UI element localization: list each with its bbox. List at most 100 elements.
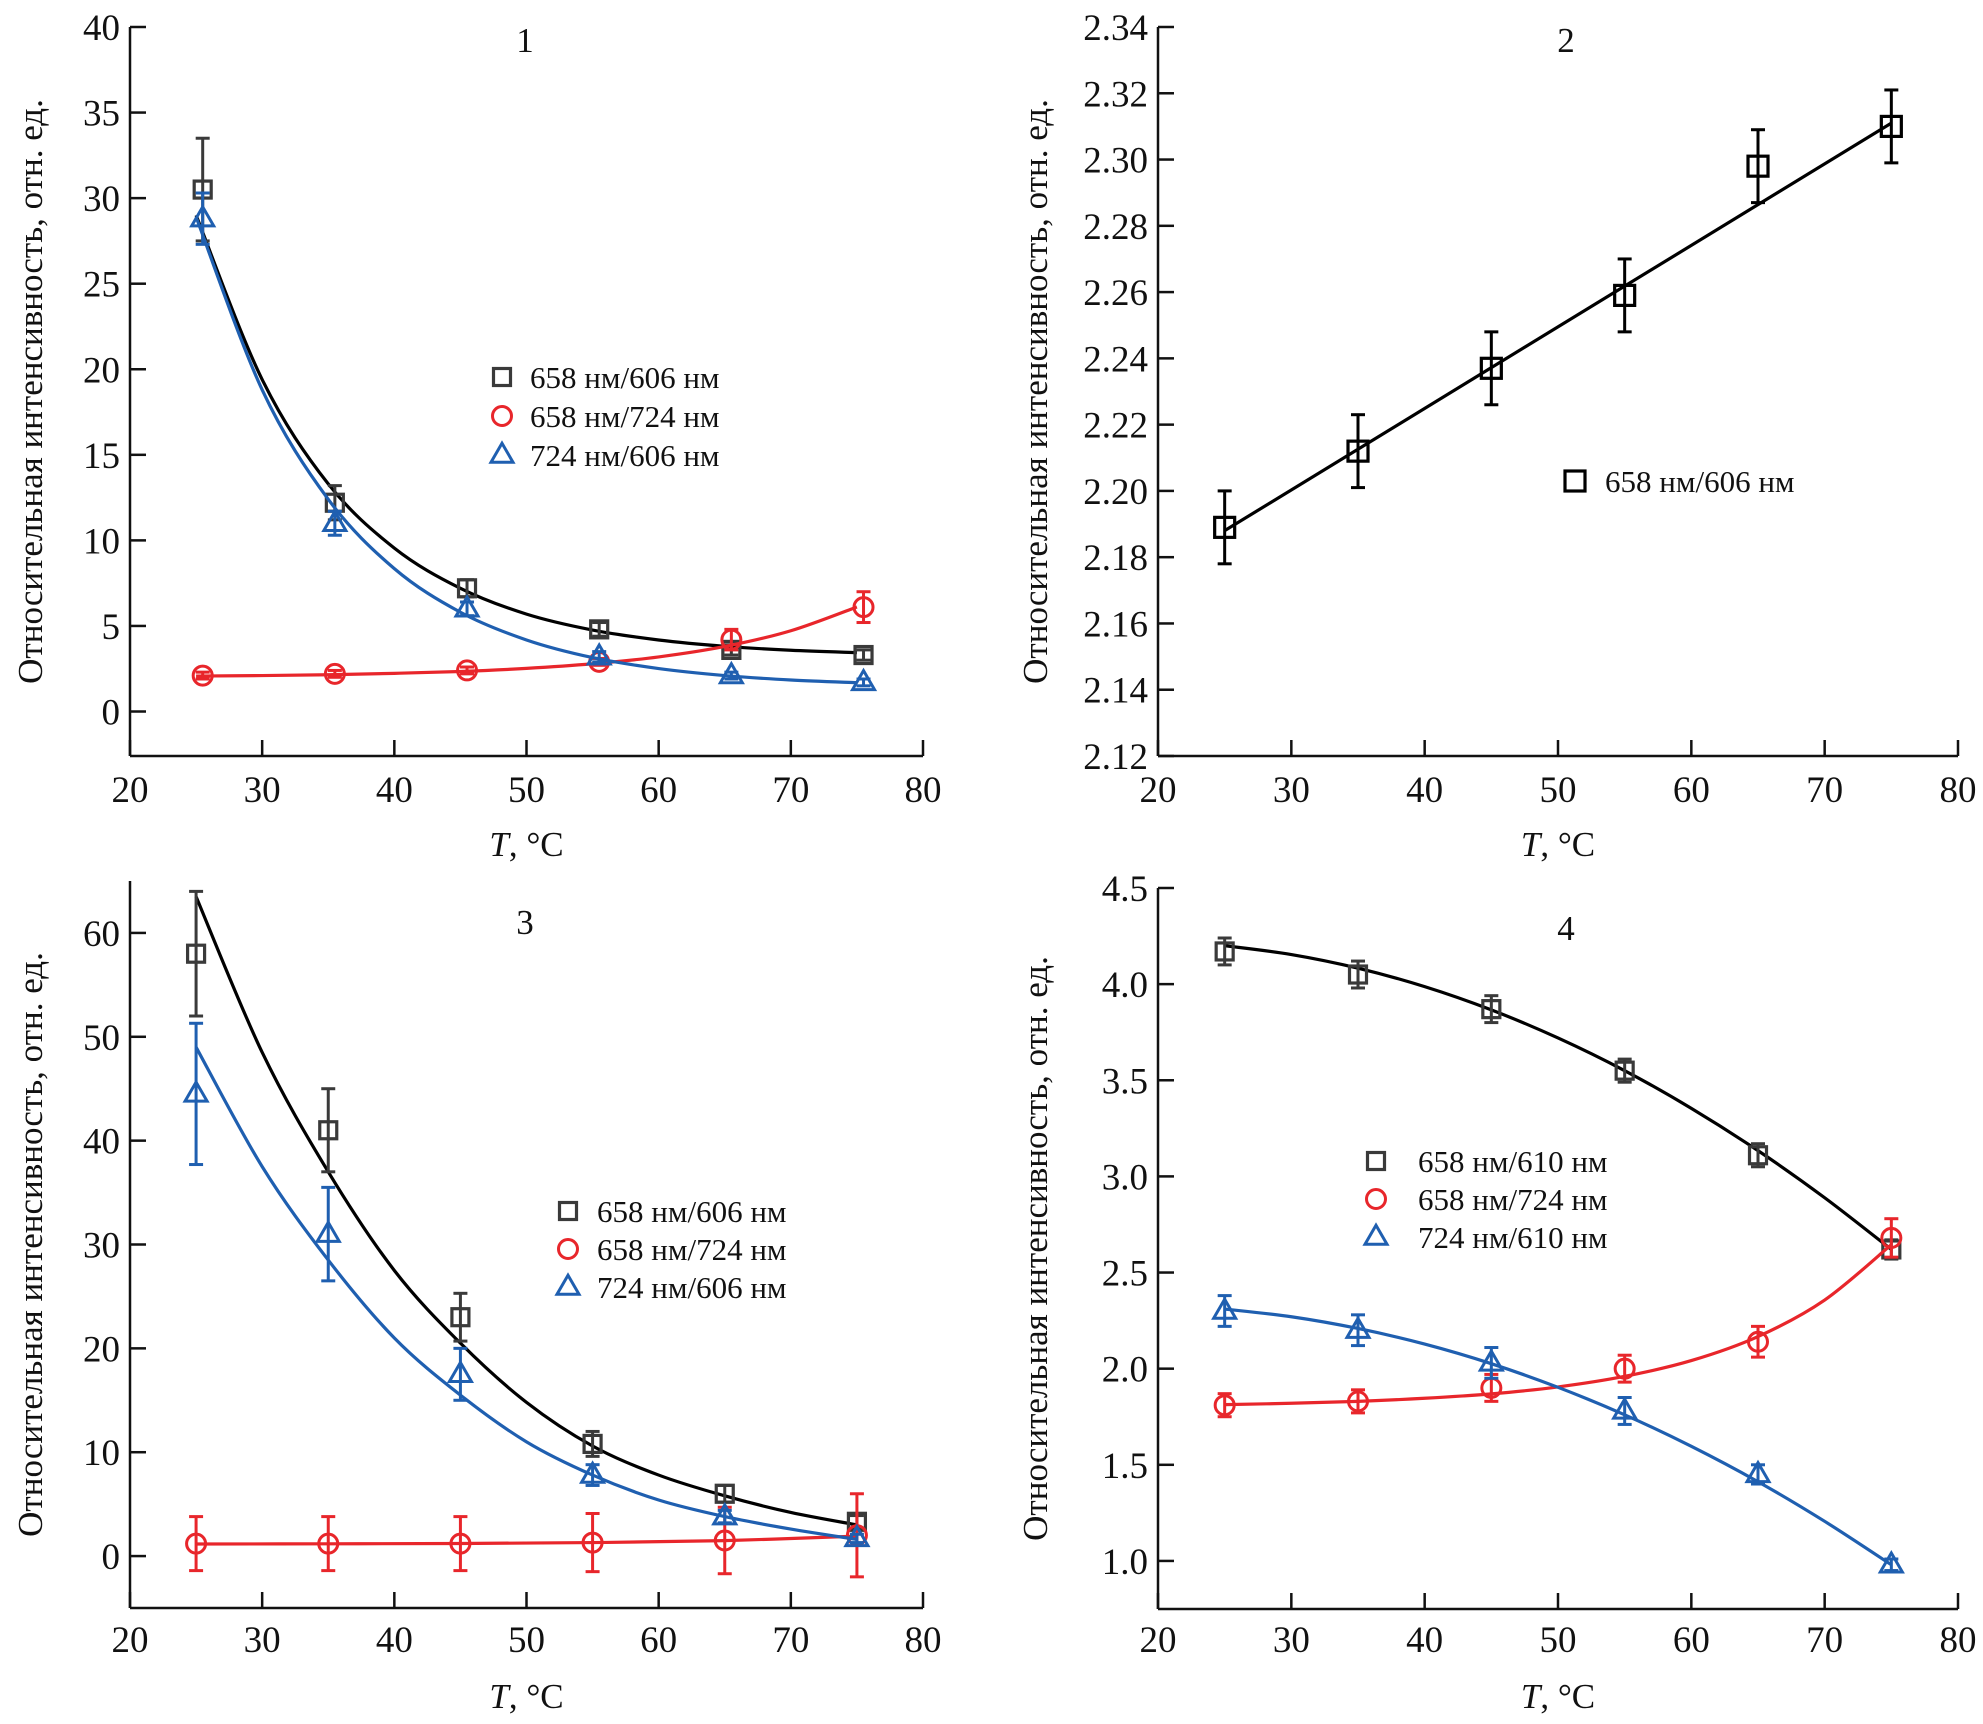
x-tick-label: 40	[376, 770, 413, 811]
legend-marker	[488, 440, 516, 464]
panel-title: 2	[1557, 21, 1575, 60]
panel-1: 20 30 40 50 60 70 80 0 5 10 15 20 25 30 35 40 1 T, °C Отно…	[11, 8, 942, 864]
fit-curve	[1224, 1243, 1893, 1407]
y-tick-label: 2.18	[1083, 538, 1148, 579]
fit-curve	[1224, 1307, 1893, 1567]
x-axis-label: T, °C	[489, 825, 563, 864]
y-axis-label: Относительная интенсивность, отн. ед.	[11, 952, 50, 1537]
x-tick-label: 60	[640, 1620, 677, 1661]
x-tick-label: 30	[1273, 1620, 1310, 1661]
y-tick-label: 2.32	[1083, 74, 1148, 115]
x-tick-label: 60	[1673, 770, 1710, 811]
y-tick-label: 2.34	[1083, 8, 1148, 49]
y-axis-label: Относительная интенсивность, отн. ед.	[11, 99, 50, 684]
data-point	[314, 1219, 342, 1243]
legend-marker	[1362, 1222, 1390, 1246]
y-tick-label: 30	[83, 179, 120, 220]
data-point	[582, 1433, 603, 1455]
legend-marker	[491, 366, 513, 388]
legend-marker	[491, 405, 513, 427]
x-tick-label: 50	[508, 770, 545, 811]
data-point	[1477, 1348, 1505, 1372]
data-point	[1346, 439, 1370, 463]
y-tick-label: 2.12	[1083, 737, 1148, 778]
legend-label: 658 нм/606 нм	[530, 360, 720, 395]
data-point	[1347, 1390, 1369, 1413]
series-3	[182, 1021, 871, 1548]
series-3	[1211, 1294, 1905, 1574]
data-point	[453, 594, 481, 618]
data-point	[321, 508, 349, 532]
x-axis-label-variable: T	[489, 1677, 511, 1716]
panel-4: 20 30 40 50 60 70 80 1.0 1.5 2.0 2.5 3.0 3.5 4.0 4.5 4 T…	[1016, 869, 1977, 1716]
fit-curve	[1224, 944, 1893, 1251]
y-tick-label: 4.5	[1102, 869, 1148, 910]
x-axis-label-variable: T	[1521, 825, 1543, 864]
data-point	[456, 659, 479, 682]
x-tick-label: 80	[1940, 770, 1977, 811]
y-tick-label: 40	[83, 8, 120, 49]
legend-label: 658 нм/606 нм	[597, 1194, 787, 1229]
legend-marker	[1365, 1188, 1387, 1210]
data-point	[720, 628, 743, 651]
y-tick-label: 2.28	[1083, 207, 1148, 248]
panel-title: 3	[516, 903, 534, 942]
data-point	[1211, 1296, 1239, 1320]
y-tick-label: 15	[83, 436, 120, 477]
data-point	[853, 644, 874, 666]
panel-3: 20 30 40 50 60 70 80 0 10 20 30 40 50 60 3 T, °C Относит…	[11, 881, 942, 1716]
x-tick-label: 50	[1540, 1620, 1577, 1661]
legend-marker	[557, 1200, 579, 1222]
fit-curve	[194, 214, 857, 655]
data-point	[1614, 1060, 1635, 1081]
x-tick-label: 80	[905, 770, 942, 811]
data-point	[1877, 1550, 1905, 1574]
fit-curve	[196, 605, 858, 678]
data-point	[185, 1532, 208, 1555]
y-tick-label: 2.30	[1083, 141, 1148, 182]
data-point	[713, 1529, 736, 1552]
data-point	[717, 660, 745, 685]
data-point	[1214, 941, 1235, 962]
legend-label: 658 нм/724 нм	[1418, 1182, 1608, 1217]
data-point	[449, 1532, 472, 1555]
data-point	[1613, 283, 1637, 308]
data-point	[191, 664, 214, 687]
data-point	[185, 943, 207, 964]
series-2	[185, 1492, 868, 1579]
x-axis-label-unit: , °C	[1540, 1677, 1595, 1716]
legend-marker	[557, 1238, 579, 1260]
y-tick-label: 0	[102, 1537, 121, 1578]
data-point	[1213, 515, 1237, 539]
series-2	[191, 590, 875, 687]
legend-label: 724 нм/610 нм	[1418, 1220, 1608, 1255]
legend-marker	[554, 1272, 582, 1296]
y-tick-label: 10	[83, 521, 120, 562]
x-tick-label: 80	[1940, 1620, 1977, 1661]
fit-curve	[194, 216, 857, 685]
x-tick-label: 40	[376, 1620, 413, 1661]
y-tick-label: 20	[83, 1329, 120, 1370]
x-tick-label: 60	[640, 770, 677, 811]
panel-title: 4	[1557, 909, 1575, 948]
x-tick-label: 40	[1406, 1620, 1443, 1661]
data-point	[711, 1501, 739, 1526]
y-tick-label: 20	[83, 350, 120, 391]
x-tick-label: 20	[1140, 770, 1177, 811]
x-axis-label-unit: , °C	[1540, 825, 1595, 864]
x-tick-label: 20	[112, 1620, 149, 1661]
x-tick-label: 60	[1673, 1620, 1710, 1661]
series-3	[189, 191, 878, 692]
data-point	[1746, 154, 1770, 178]
y-tick-label: 0	[102, 693, 121, 734]
y-tick-label: 2.24	[1083, 339, 1148, 380]
y-tick-label: 40	[83, 1122, 120, 1163]
data-point	[1479, 356, 1503, 380]
data-point	[450, 1307, 471, 1328]
data-point	[843, 1523, 871, 1548]
data-point	[1481, 999, 1502, 1020]
y-tick-label: 2.22	[1083, 406, 1148, 447]
data-point	[446, 1359, 475, 1384]
x-tick-label: 30	[244, 770, 281, 811]
